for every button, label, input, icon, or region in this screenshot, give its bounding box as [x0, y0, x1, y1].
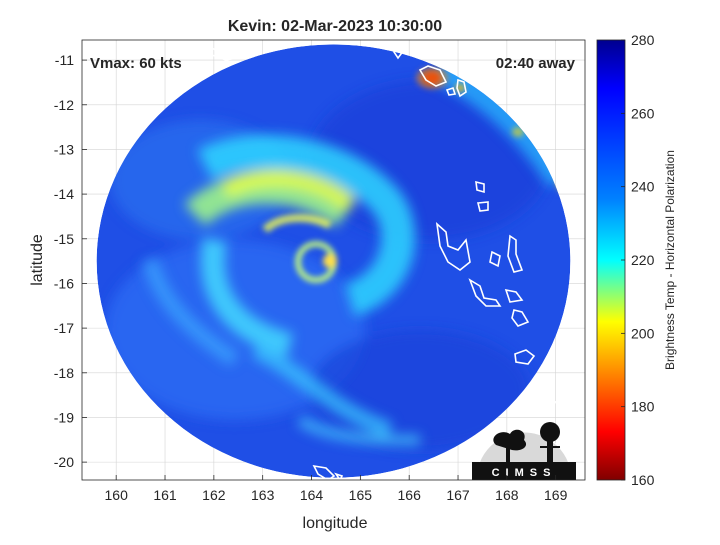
colorbar-tick-label: 200	[631, 325, 655, 341]
x-tick-label: 168	[495, 487, 519, 503]
chart-title: Kevin: 02-Mar-2023 10:30:00	[228, 18, 442, 35]
y-tick-label: -14	[54, 186, 74, 202]
coastline-island	[564, 430, 580, 446]
y-tick-label: -12	[54, 97, 74, 113]
coastline-island	[504, 288, 524, 303]
coastline-island	[476, 201, 489, 212]
y-tick-label: -19	[54, 409, 74, 425]
x-tick-label: 163	[251, 487, 275, 503]
coastline-island	[489, 250, 501, 268]
coastline-island	[554, 400, 574, 417]
coastline-island	[468, 278, 502, 307]
colorbar-tick-label: 180	[631, 399, 655, 415]
axes-frame	[81, 39, 586, 481]
time-away-annotation: 02:40 away	[496, 55, 576, 72]
y-tick-label: -16	[54, 275, 74, 291]
y-tick-label: -15	[54, 231, 74, 247]
vmax-annotation: Vmax: 60 kts	[90, 55, 182, 72]
colorbar: 280 260 240 220 200 180 160 Brightness Temp - …	[596, 32, 677, 488]
coastline-island	[456, 78, 467, 98]
colorbar-tick-label: 240	[631, 179, 655, 195]
coastline-island	[118, 85, 147, 102]
coastline-island	[514, 349, 536, 365]
coastline-island	[511, 309, 530, 327]
coastline-island	[475, 180, 485, 194]
x-tick-label: 164	[300, 487, 324, 503]
x-tick-label: 160	[105, 487, 129, 503]
x-tick-label: 167	[446, 487, 470, 503]
coastline-island	[445, 86, 457, 96]
logo-text: CIMSS	[492, 467, 557, 479]
colorbar-gradient	[596, 39, 626, 481]
colorbar-tick-label: 220	[631, 252, 655, 268]
x-tick-label: 161	[153, 487, 177, 503]
y-tick-label: -18	[54, 365, 74, 381]
colorbar-label: Brightness Temp - Horizontal Polarizatio…	[663, 150, 677, 370]
coastlines	[118, 40, 580, 480]
y-tick-label: -17	[54, 320, 74, 336]
coastline-island	[507, 234, 524, 273]
coastline-island	[435, 221, 471, 271]
coastline-island	[312, 464, 336, 480]
x-tick-label: 162	[202, 487, 226, 503]
coastline-island	[199, 40, 238, 61]
cimss-logo: CIMSS	[472, 422, 576, 480]
axis-ticks: 160 161 162 163 164 165 166 167 168 169 -11 -12 -13 -…	[54, 52, 568, 503]
x-axis-label: longitude	[303, 515, 368, 532]
coastline-island	[418, 65, 448, 87]
colorbar-tick-label: 160	[631, 472, 655, 488]
coastline-island	[334, 472, 344, 480]
colorbar-tick-label: 260	[631, 105, 655, 121]
y-tick-label: -11	[55, 52, 74, 68]
x-tick-label: 165	[349, 487, 373, 503]
swath-group	[96, 44, 571, 478]
x-tick-label: 166	[398, 487, 422, 503]
y-tick-label: -20	[54, 454, 74, 470]
coastline-island	[393, 42, 406, 60]
colorbar-tick-label: 280	[631, 32, 655, 48]
y-axis-label: latitude	[29, 234, 46, 286]
x-tick-label: 169	[544, 487, 568, 503]
y-tick-label: -13	[54, 141, 74, 157]
colorbar-ticks: 280 260 240 220 200 180 160	[621, 32, 655, 488]
